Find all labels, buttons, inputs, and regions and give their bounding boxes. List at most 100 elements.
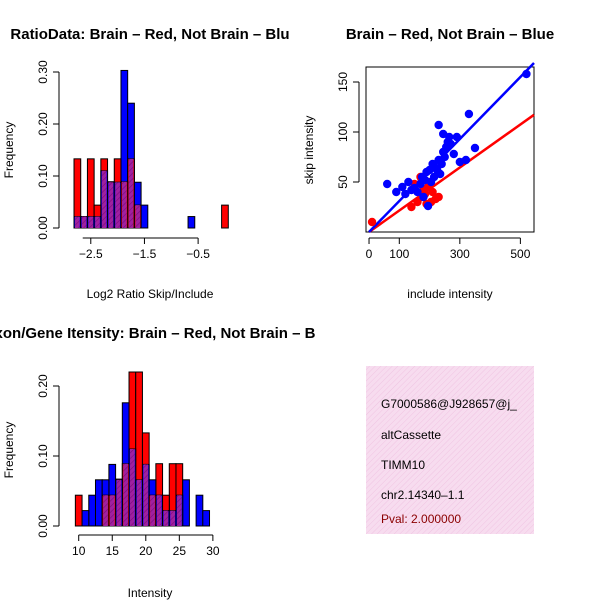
bar-overlap bbox=[103, 495, 108, 526]
info-event-id: G7000586@J928657@j_ bbox=[381, 397, 517, 411]
point-not-brain bbox=[437, 159, 446, 169]
y-tick-label: 0.20 bbox=[36, 374, 50, 398]
x-tick-label: 30 bbox=[206, 544, 220, 558]
bar-overlap bbox=[123, 463, 129, 526]
scatter-points bbox=[367, 62, 535, 234]
bar-overlap bbox=[115, 182, 120, 228]
info-pval: Pval: 2.000000 bbox=[381, 512, 461, 526]
point-not-brain bbox=[446, 139, 455, 149]
x-tick-label: −1.5 bbox=[133, 247, 157, 261]
ratio-histogram-axes: −2.5 −1.5 −0.5 0.00 0.10 0.20 0.30 bbox=[36, 60, 210, 261]
point-not-brain bbox=[470, 143, 480, 153]
intensity-histogram-title: Exon/Gene Itensity: Brain – Red, Not Bra… bbox=[0, 325, 316, 342]
bar-not-brain bbox=[81, 510, 90, 527]
info-box: G7000586@J928657@j_ altCassette TIMM10 c… bbox=[366, 366, 534, 534]
bar-overlap bbox=[121, 181, 127, 228]
bar-not-brain bbox=[187, 216, 196, 229]
x-tick-label: 500 bbox=[510, 247, 530, 261]
y-tick-label: 150 bbox=[336, 72, 350, 92]
x-tick-label: 25 bbox=[173, 544, 187, 558]
point-not-brain bbox=[449, 149, 458, 159]
y-tick-label: 0.00 bbox=[36, 514, 50, 538]
x-tick-label: 100 bbox=[389, 247, 409, 261]
bar-not-brain bbox=[88, 494, 96, 527]
point-not-brain bbox=[522, 69, 531, 79]
bar-overlap bbox=[163, 510, 169, 526]
y-tick-label: 0.10 bbox=[36, 444, 50, 468]
scatter-ylabel: skip intensity bbox=[302, 116, 316, 185]
ratio-histogram-ylabel: Frequency bbox=[2, 122, 16, 179]
bar-overlap bbox=[108, 182, 114, 228]
point-brain bbox=[367, 217, 377, 227]
ratio-histogram-title: RatioData: Brain – Red, Not Brain – Blu bbox=[10, 26, 289, 43]
bar-overlap bbox=[176, 495, 182, 526]
bar-overlap bbox=[150, 495, 155, 526]
ratio-histogram-panel: RatioData: Brain – Red, Not Brain – Blu … bbox=[2, 26, 290, 301]
point-brain bbox=[434, 192, 443, 202]
y-tick-label: 100 bbox=[336, 122, 350, 142]
y-tick-label: 0.20 bbox=[36, 112, 50, 136]
fit-line-brain bbox=[368, 113, 535, 234]
bar-brain bbox=[221, 204, 229, 229]
intensity-histogram-axes: 10 15 20 25 30 0.00 0.10 0.20 bbox=[36, 374, 220, 558]
point-not-brain bbox=[398, 182, 407, 192]
x-tick-label: −2.5 bbox=[79, 247, 103, 261]
point-not-brain bbox=[401, 189, 410, 199]
point-not-brain bbox=[423, 201, 433, 211]
point-not-brain bbox=[392, 187, 401, 197]
bar-overlap bbox=[156, 495, 162, 526]
point-not-brain bbox=[464, 109, 474, 119]
intensity-histogram-ylabel: Frequency bbox=[2, 422, 16, 479]
intensity-histogram-bars bbox=[74, 371, 211, 527]
point-not-brain bbox=[435, 169, 445, 179]
info-event-type: altCassette bbox=[381, 428, 441, 442]
x-tick-label: 300 bbox=[450, 247, 470, 261]
point-not-brain bbox=[440, 152, 449, 162]
info-box-background bbox=[366, 366, 534, 534]
x-tick-label: 15 bbox=[106, 544, 120, 558]
ratio-histogram-xlabel: Log2 Ratio Skip/Include bbox=[87, 287, 214, 301]
point-not-brain bbox=[434, 120, 443, 130]
x-tick-label: 0 bbox=[366, 247, 373, 261]
point-not-brain bbox=[452, 132, 462, 142]
intensity-histogram-xlabel: Intensity bbox=[128, 586, 173, 600]
bar-overlap bbox=[116, 479, 122, 526]
point-not-brain bbox=[461, 155, 471, 165]
point-brain bbox=[428, 187, 437, 197]
scatter-axes: 0 100 300 500 50 100 150 bbox=[336, 72, 531, 261]
bar-overlap bbox=[135, 205, 141, 228]
bar-not-brain bbox=[182, 479, 190, 527]
bar-brain bbox=[74, 494, 83, 527]
x-tick-label: 10 bbox=[72, 544, 86, 558]
bar-overlap bbox=[109, 495, 115, 526]
x-tick-label: −0.5 bbox=[186, 247, 210, 261]
bar-not-brain bbox=[195, 494, 204, 527]
bar-not-brain bbox=[202, 510, 211, 527]
intensity-scatter-panel: Brain – Red, Not Brain – Blue include in… bbox=[302, 26, 554, 301]
ratio-histogram-bars bbox=[73, 69, 229, 229]
x-tick-label: 20 bbox=[139, 544, 153, 558]
y-tick-label: 0.10 bbox=[36, 164, 50, 188]
point-brain bbox=[407, 202, 416, 212]
scatter-xlabel: include intensity bbox=[407, 287, 492, 301]
bar-overlap bbox=[88, 216, 94, 228]
info-transcript: chr2.14340–1.1 bbox=[381, 488, 465, 502]
y-tick-label: 0.30 bbox=[36, 60, 50, 84]
point-not-brain bbox=[438, 129, 448, 139]
point-not-brain bbox=[382, 179, 392, 189]
bar-overlap bbox=[170, 510, 175, 526]
info-gene-name: TIMM10 bbox=[381, 458, 425, 472]
scatter-title: Brain – Red, Not Brain – Blue bbox=[346, 26, 554, 43]
bar-overlap bbox=[128, 158, 134, 228]
y-tick-label: 50 bbox=[336, 175, 350, 189]
intensity-histogram-panel: Exon/Gene Itensity: Brain – Red, Not Bra… bbox=[0, 325, 316, 600]
bar-overlap bbox=[81, 216, 87, 228]
bar-overlap bbox=[101, 170, 107, 228]
point-not-brain bbox=[413, 187, 422, 197]
scatter-plot-frame bbox=[365, 66, 535, 233]
bar-overlap bbox=[130, 449, 135, 526]
point-not-brain bbox=[404, 177, 413, 187]
bar-overlap bbox=[95, 216, 100, 228]
point-not-brain bbox=[419, 192, 428, 202]
